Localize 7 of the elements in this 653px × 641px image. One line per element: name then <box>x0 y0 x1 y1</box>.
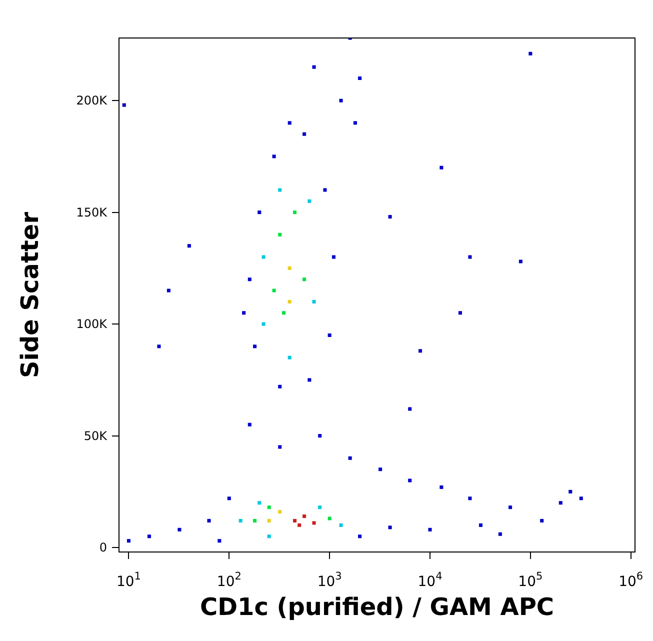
y-tick-label: 100K <box>76 317 108 332</box>
y-tick-label: 50K <box>84 428 108 443</box>
x-axis-title: CD1c (purified) / GAM APC <box>200 593 554 621</box>
y-tick-label: 200K <box>76 94 108 108</box>
y-tick-label: 0 <box>99 540 108 555</box>
y-tick-label: 150K <box>76 205 108 220</box>
y-axis-title: Side Scatter <box>16 212 44 378</box>
